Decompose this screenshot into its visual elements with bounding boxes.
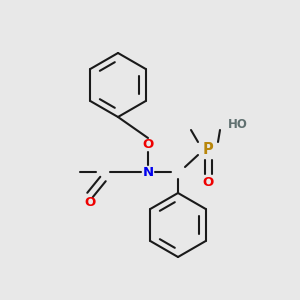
Text: O: O (84, 196, 96, 208)
Text: P: P (202, 142, 213, 158)
Text: O: O (202, 176, 214, 188)
Text: N: N (142, 166, 154, 178)
Text: O: O (142, 139, 154, 152)
Text: HO: HO (228, 118, 248, 131)
